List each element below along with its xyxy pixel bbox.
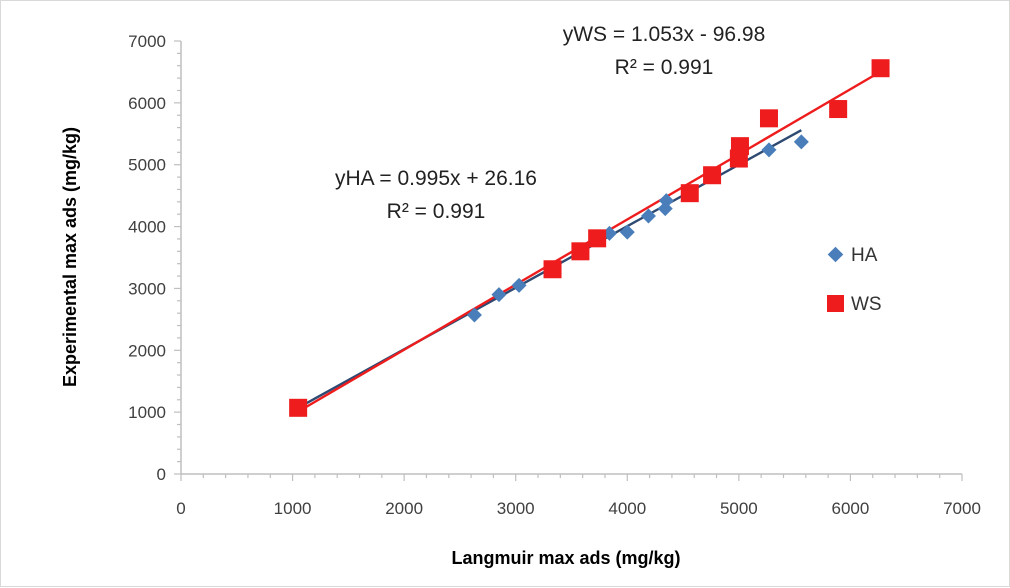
ha-r2-label: R² = 0.991: [387, 200, 486, 223]
ws-equation-label: yWS = 1.053x - 96.98: [563, 23, 766, 46]
y-tick-label: 2000: [128, 341, 166, 360]
x-tick-label: 2000: [385, 499, 423, 518]
ws-point: [680, 184, 699, 203]
legend-item-ws: WS: [827, 294, 882, 315]
ws-point: [759, 109, 778, 128]
y-tick-label: 1000: [128, 403, 166, 422]
ws-point: [730, 137, 749, 156]
x-tick-label: 0: [176, 499, 185, 518]
legend-ha-diamond-icon: [827, 246, 844, 263]
ha-equation-label: yHA = 0.995x + 26.16: [335, 167, 537, 190]
legend-item-ha: HA: [827, 245, 878, 266]
y-tick-label: 5000: [128, 156, 166, 175]
x-tick-label: 3000: [497, 499, 535, 518]
legend-ws-label: WS: [851, 294, 882, 315]
ws-point: [703, 166, 722, 185]
legend-ha-label: HA: [851, 245, 878, 266]
ha-point: [658, 193, 674, 209]
x-tick-label: 1000: [274, 499, 312, 518]
ws-point: [571, 242, 590, 261]
y-tick-label: 4000: [128, 218, 166, 237]
y-axis-title: Experimental max ads (mg/kg): [60, 127, 80, 387]
ws-point: [871, 59, 890, 78]
x-tick-label: 4000: [608, 499, 646, 518]
ha-point: [466, 307, 482, 323]
data-points: [289, 59, 890, 417]
ha-point: [793, 134, 809, 150]
x-axis-title: Langmuir max ads (mg/kg): [451, 548, 680, 568]
x-tick-label: 5000: [720, 499, 758, 518]
x-tick-label: 7000: [943, 499, 981, 518]
ws-point: [543, 260, 562, 279]
legend: HA WS: [827, 245, 882, 315]
ha-point: [761, 142, 777, 158]
y-tick-label: 3000: [128, 279, 166, 298]
ha-point: [640, 208, 656, 224]
y-tick-label: 6000: [128, 94, 166, 113]
ws-r2-label: R² = 0.991: [615, 56, 714, 79]
ws-point: [829, 100, 848, 119]
ticks: 0 1000 2000 3000 4000 5000 6000 7000 0 1000 2000 30…: [128, 32, 981, 518]
axes: [180, 41, 962, 475]
ws-point: [289, 398, 308, 417]
legend-ws-square-icon: [827, 295, 844, 312]
y-tick-label: 7000: [128, 32, 166, 51]
x-tick-label: 6000: [832, 499, 870, 518]
ha-point: [511, 277, 527, 293]
ha-point: [491, 287, 507, 303]
ws-point: [588, 229, 607, 248]
ha-point: [619, 224, 635, 240]
y-tick-label: 0: [157, 465, 166, 484]
